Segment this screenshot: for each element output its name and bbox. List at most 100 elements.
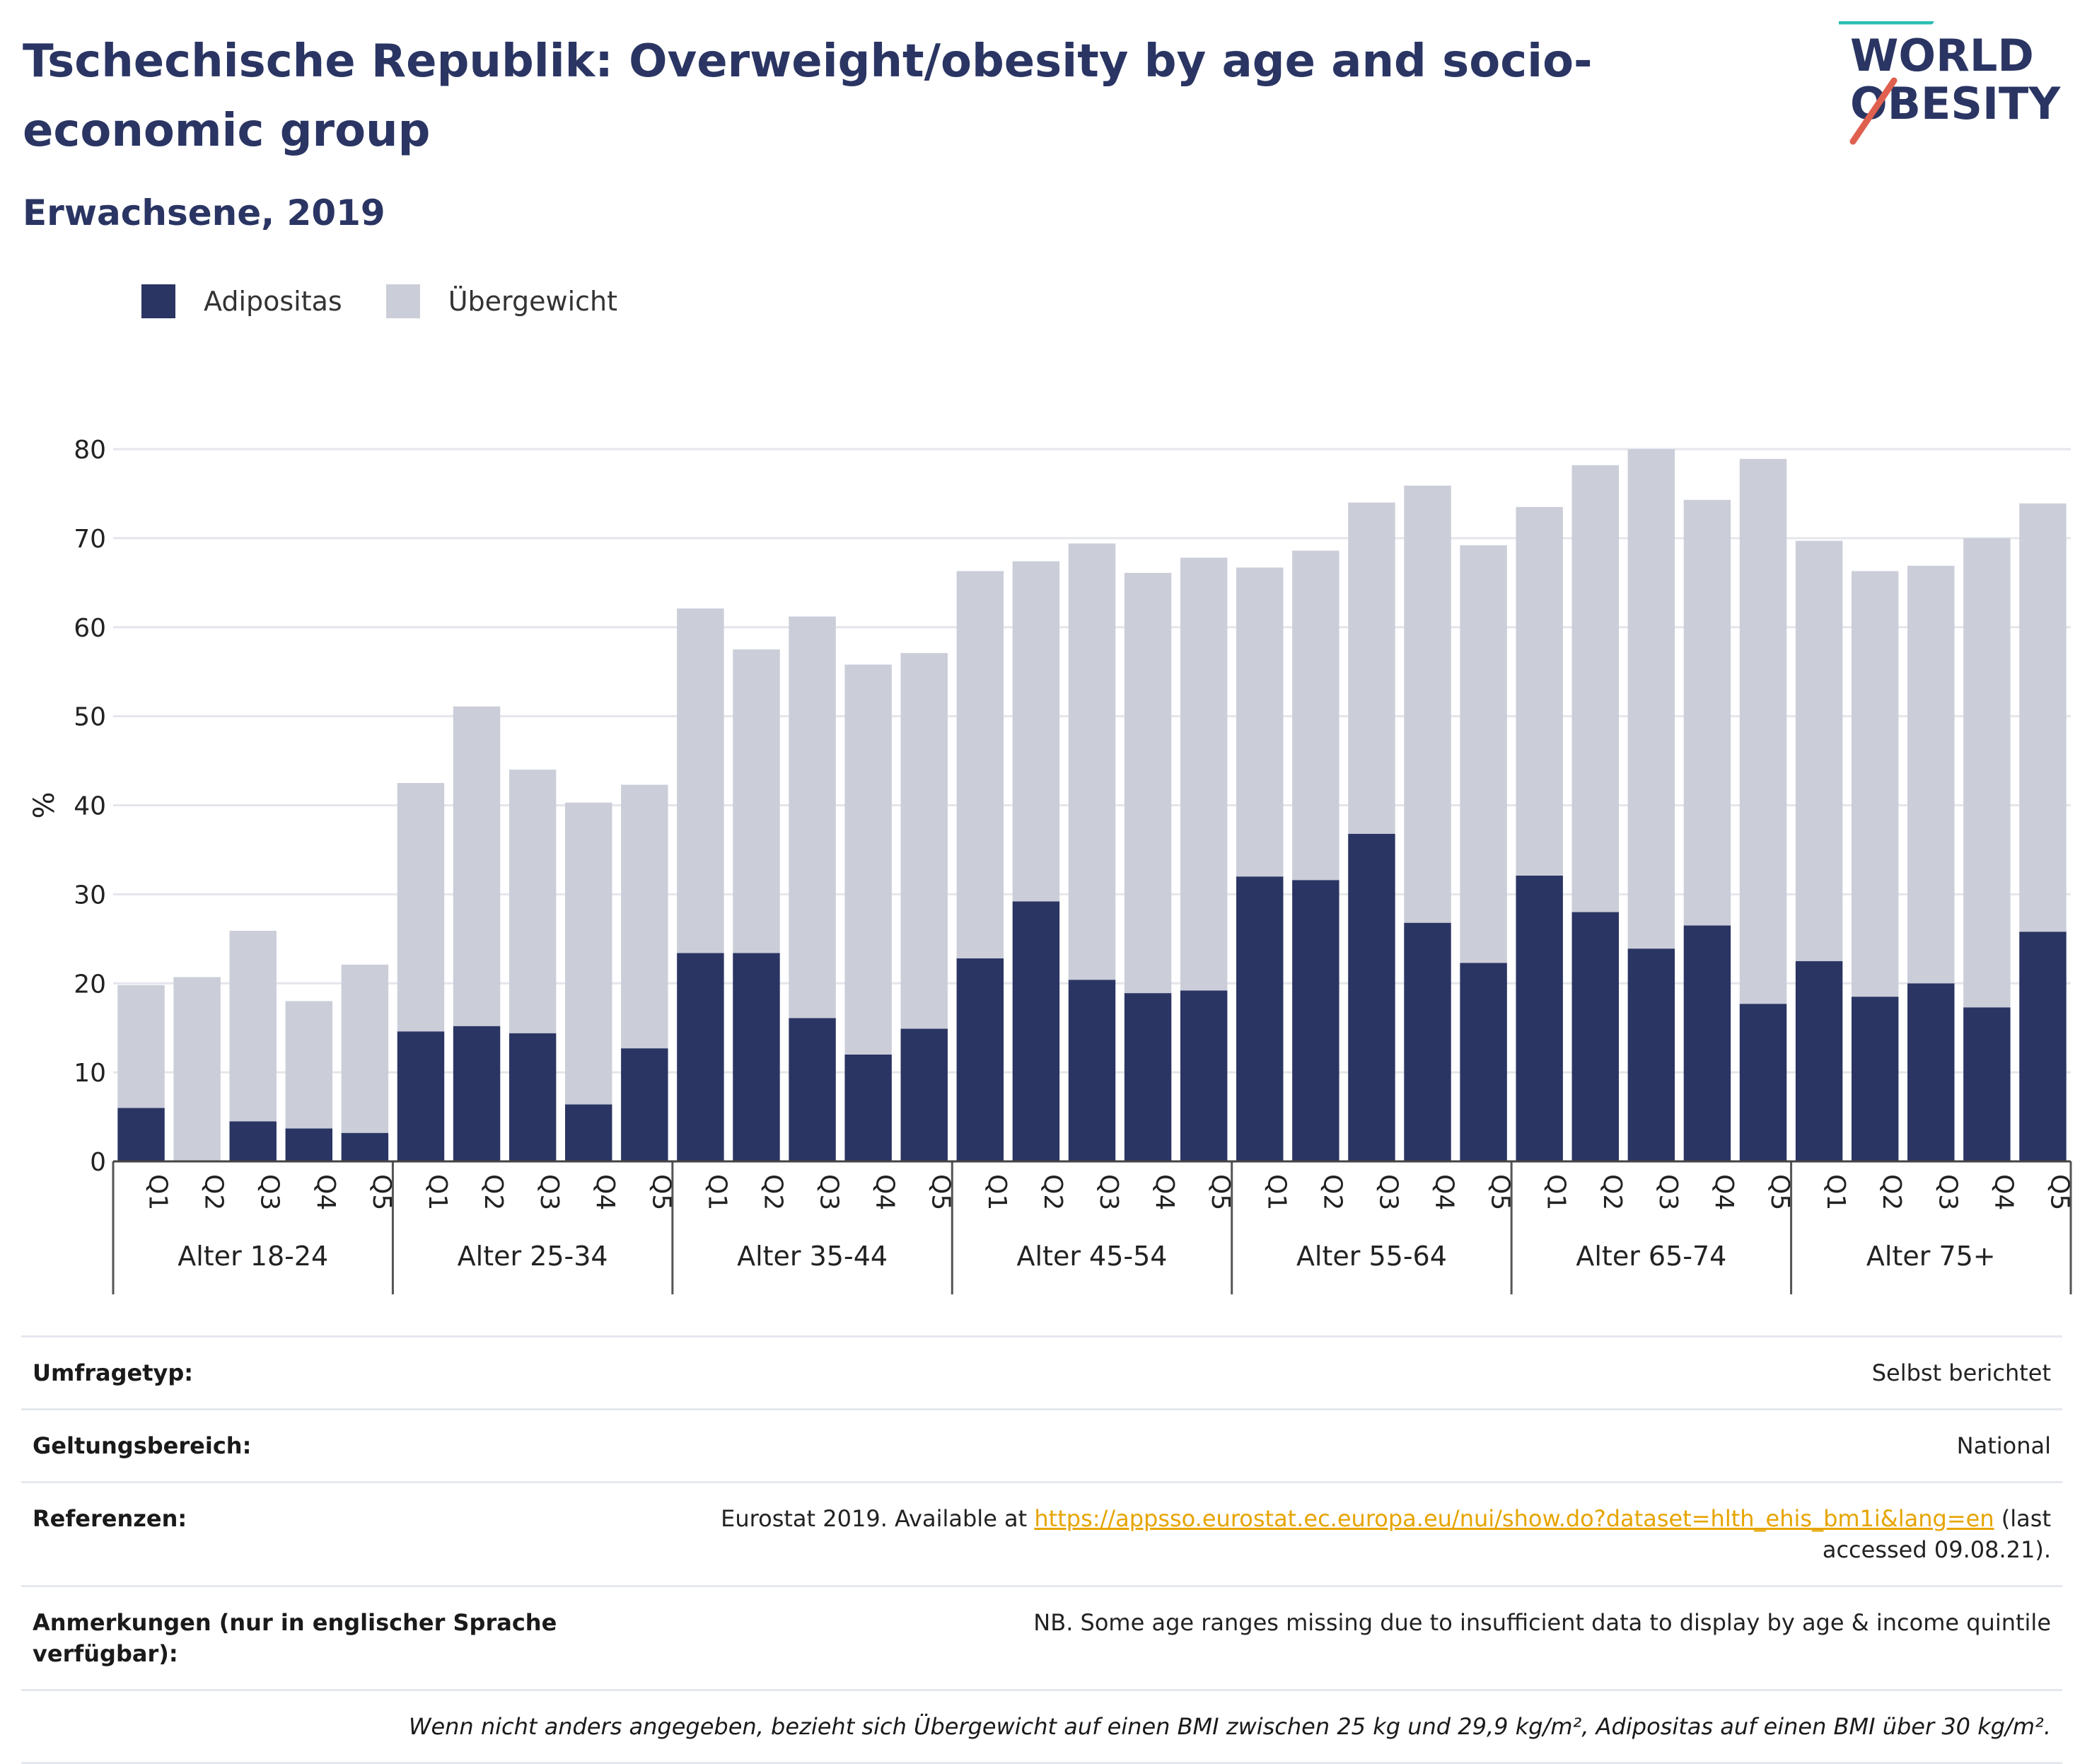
logo-text-obesity: OBESITY bbox=[1850, 78, 2061, 129]
x-tick-label: Q1 bbox=[144, 1174, 173, 1210]
x-tick-label: Q2 bbox=[1318, 1174, 1347, 1210]
bar-uebergewicht bbox=[844, 664, 892, 1055]
x-tick-label: Q2 bbox=[758, 1174, 787, 1210]
chart-subtitle: Erwachsene, 2019 bbox=[23, 192, 385, 233]
bar-uebergewicht bbox=[2019, 503, 2067, 932]
bar-adipositas bbox=[509, 1033, 557, 1161]
reference-link[interactable]: https://appsso.eurostat.ec.europa.eu/nui… bbox=[1034, 1505, 1994, 1532]
meta-value: Selbst berichtet bbox=[1871, 1359, 2051, 1386]
legend-item-adipositas[interactable]: Adipositas bbox=[141, 284, 342, 318]
y-axis-label: % bbox=[28, 791, 61, 818]
y-tick-label: 40 bbox=[74, 792, 106, 821]
bar-adipositas bbox=[844, 1054, 892, 1161]
bar-uebergewicht bbox=[453, 706, 501, 1026]
x-tick-label: Q2 bbox=[479, 1174, 508, 1210]
x-tick-label: Q4 bbox=[1989, 1174, 2018, 1210]
x-tick-label: Q2 bbox=[1598, 1174, 1627, 1210]
bar-uebergewicht bbox=[1963, 538, 2011, 1008]
bar-adipositas bbox=[621, 1048, 668, 1161]
bar-adipositas bbox=[1180, 990, 1228, 1161]
world-obesity-logo: WORLD OBESITY bbox=[1839, 21, 2061, 145]
logo-slash-red bbox=[1849, 77, 1898, 145]
bar-uebergewicht bbox=[341, 964, 389, 1133]
bar-adipositas bbox=[397, 1031, 445, 1161]
bar-uebergewicht bbox=[229, 930, 277, 1122]
legend-swatch-adipositas bbox=[141, 284, 175, 318]
meta-label: Anmerkungen (nur in englischer Sprache v… bbox=[33, 1609, 557, 1667]
y-tick-label: 10 bbox=[74, 1059, 106, 1088]
bar-adipositas bbox=[1795, 961, 1843, 1161]
x-tick-label: Q1 bbox=[423, 1174, 452, 1210]
x-tick-label: Q2 bbox=[199, 1174, 228, 1210]
chart-legend: Adipositas Übergewicht bbox=[141, 282, 661, 321]
bar-uebergewicht bbox=[789, 616, 836, 1019]
bar-uebergewicht bbox=[173, 977, 221, 1161]
bar-uebergewicht bbox=[1627, 449, 1675, 949]
x-tick-label: Q5 bbox=[646, 1174, 675, 1210]
logo-text-world: WORLD bbox=[1850, 30, 2034, 81]
x-tick-label: Q5 bbox=[926, 1174, 955, 1210]
bar-uebergewicht bbox=[1516, 506, 1563, 876]
bar-uebergewicht bbox=[1571, 465, 1619, 912]
bar-uebergewicht bbox=[117, 985, 165, 1108]
group-label: Alter 75+ bbox=[1866, 1241, 1996, 1272]
bar-uebergewicht bbox=[397, 783, 445, 1032]
x-tick-label: Q1 bbox=[1821, 1174, 1850, 1210]
y-tick-label: 80 bbox=[74, 436, 106, 465]
x-tick-label: Q4 bbox=[1150, 1174, 1179, 1210]
bar-adipositas bbox=[1963, 1007, 2011, 1161]
x-tick-label: Q3 bbox=[1933, 1174, 1962, 1210]
bar-uebergewicht bbox=[565, 802, 612, 1105]
bar-adipositas bbox=[1851, 997, 1899, 1161]
bar-adipositas bbox=[565, 1104, 612, 1161]
bar-uebergewicht bbox=[1907, 565, 1955, 984]
x-tick-label: Q3 bbox=[1094, 1174, 1123, 1210]
footnote-text: Wenn nicht anders angegeben, bezieht sic… bbox=[408, 1713, 2051, 1740]
bar-adipositas bbox=[900, 1028, 948, 1161]
bar-uebergewicht bbox=[621, 784, 668, 1049]
x-tick-label: Q1 bbox=[1542, 1174, 1571, 1210]
bar-adipositas bbox=[1460, 963, 1507, 1161]
meta-row-footnote: Wenn nicht anders angegeben, bezieht sic… bbox=[21, 1689, 2062, 1764]
bar-uebergewicht bbox=[1236, 567, 1284, 877]
group-label: Alter 25-34 bbox=[458, 1241, 608, 1272]
x-tick-label: Q1 bbox=[1262, 1174, 1291, 1210]
bar-adipositas bbox=[1571, 912, 1619, 1161]
meta-value: NB. Some age ranges missing due to insuf… bbox=[1033, 1609, 2051, 1636]
x-tick-label: Q3 bbox=[255, 1174, 284, 1210]
legend-item-uebergewicht[interactable]: Übergewicht bbox=[385, 284, 617, 318]
meta-row-coverage: Geltungsbereich: National bbox=[21, 1408, 2062, 1481]
metadata-table: Umfragetyp: Selbst berichtet Geltungsber… bbox=[21, 1335, 2062, 1764]
x-tick-label: Q4 bbox=[871, 1174, 900, 1210]
meta-value-references: Eurostat 2019. Available at https://apps… bbox=[707, 1503, 2051, 1565]
bar-uebergewicht bbox=[1348, 502, 1395, 834]
bar-adipositas bbox=[1404, 922, 1451, 1161]
reference-prefix: Eurostat 2019. Available at bbox=[721, 1505, 1028, 1532]
bar-adipositas bbox=[733, 953, 780, 1161]
y-tick-label: 50 bbox=[74, 703, 106, 732]
bar-adipositas bbox=[285, 1128, 333, 1161]
x-tick-label: Q3 bbox=[1373, 1174, 1402, 1210]
meta-label: Referenzen: bbox=[33, 1505, 187, 1532]
meta-row-references: Referenzen: Eurostat 2019. Available at … bbox=[21, 1481, 2062, 1585]
group-label: Alter 65-74 bbox=[1576, 1241, 1726, 1272]
group-label: Alter 35-44 bbox=[737, 1241, 888, 1272]
group-label: Alter 55-64 bbox=[1296, 1241, 1447, 1272]
y-tick-label: 30 bbox=[74, 881, 106, 910]
bar-uebergewicht bbox=[509, 770, 557, 1033]
x-tick-label: Q2 bbox=[1038, 1174, 1067, 1210]
x-tick-label: Q4 bbox=[1430, 1174, 1459, 1210]
x-tick-label: Q4 bbox=[591, 1174, 620, 1210]
chart-title: Tschechische Republik: Overweight/obesit… bbox=[23, 35, 1593, 157]
bar-uebergewicht bbox=[1851, 571, 1899, 997]
y-tick-label: 70 bbox=[74, 525, 106, 554]
bar-uebergewicht bbox=[677, 608, 724, 953]
bar-uebergewicht bbox=[1683, 499, 1731, 926]
bar-adipositas bbox=[1516, 875, 1563, 1161]
bar-uebergewicht bbox=[1180, 557, 1228, 991]
bar-uebergewicht bbox=[285, 1001, 333, 1129]
bar-adipositas bbox=[1739, 1004, 1787, 1161]
bar-adipositas bbox=[1627, 948, 1675, 1161]
bar-adipositas bbox=[1012, 901, 1060, 1161]
